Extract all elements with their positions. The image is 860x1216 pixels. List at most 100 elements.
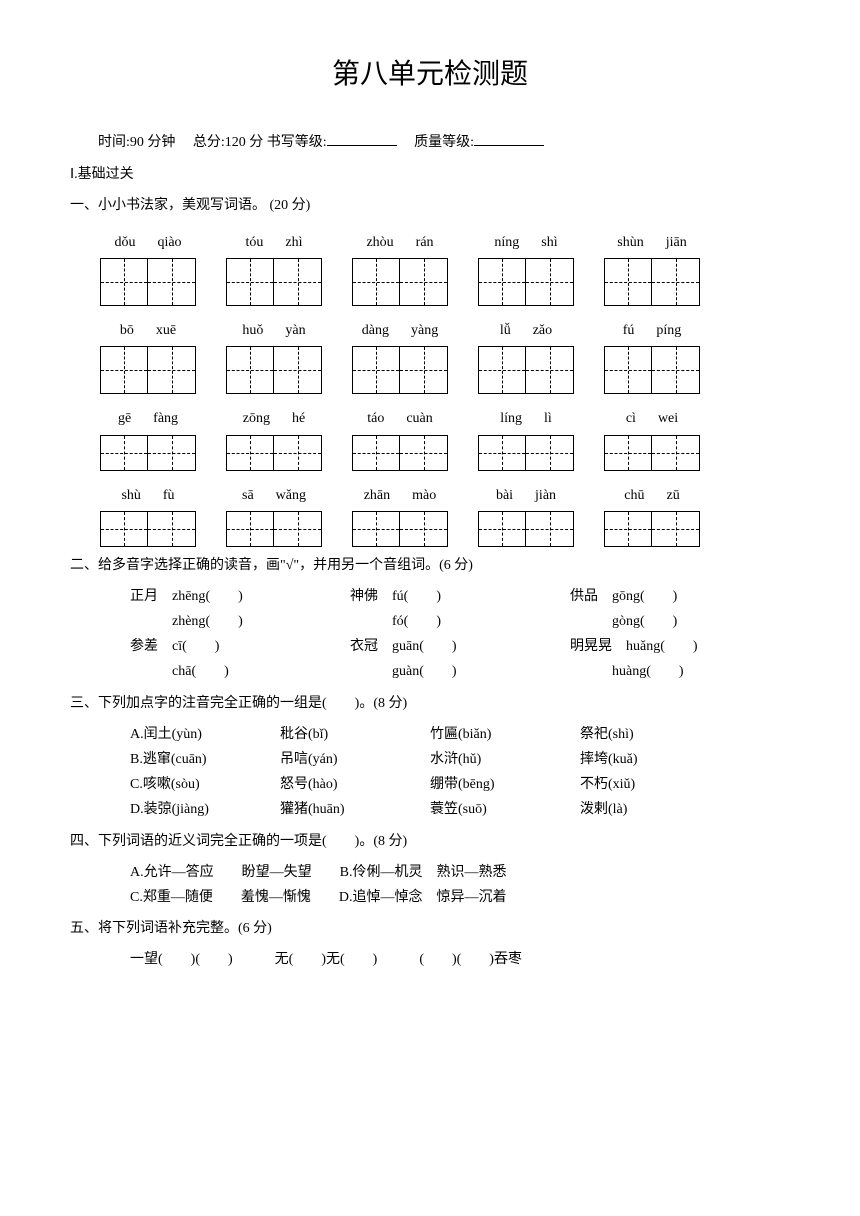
tianzige-box[interactable]	[604, 511, 700, 547]
q5-idiom[interactable]: ( )( )吞枣	[419, 947, 522, 972]
tianzige-box[interactable]	[352, 511, 448, 547]
pinyin-syllable: shì	[541, 230, 557, 255]
tianzige-box[interactable]	[100, 346, 196, 394]
q3-option[interactable]: 竹匾(biǎn)	[430, 722, 580, 747]
tianzige-box[interactable]	[352, 258, 448, 306]
q3-option[interactable]: 秕谷(bǐ)	[280, 722, 430, 747]
tianzige-cell[interactable]	[652, 435, 700, 471]
tianzige-cell[interactable]	[148, 511, 196, 547]
tianzige-cell[interactable]	[478, 511, 526, 547]
tianzige-box[interactable]	[226, 511, 322, 547]
tianzige-box[interactable]	[226, 258, 322, 306]
pinyin-text: shùfù	[121, 483, 174, 508]
pinyin-group: huǒyàn	[226, 318, 322, 394]
pinyin-syllable: cuàn	[406, 406, 432, 431]
q2-item: zhèng( )	[130, 609, 350, 634]
tianzige-cell[interactable]	[148, 258, 196, 306]
tianzige-cell[interactable]	[400, 435, 448, 471]
tianzige-cell[interactable]	[148, 346, 196, 394]
pinyin-group: fúpíng	[604, 318, 700, 394]
tianzige-cell[interactable]	[100, 511, 148, 547]
tianzige-cell[interactable]	[526, 258, 574, 306]
q3-option[interactable]: 怒号(hào)	[280, 772, 430, 797]
tianzige-cell[interactable]	[100, 258, 148, 306]
pinyin-text: huǒyàn	[242, 318, 305, 343]
tianzige-cell[interactable]	[604, 346, 652, 394]
tianzige-cell[interactable]	[604, 258, 652, 306]
tianzige-cell[interactable]	[478, 258, 526, 306]
tianzige-cell[interactable]	[274, 346, 322, 394]
tianzige-box[interactable]	[478, 258, 574, 306]
tianzige-cell[interactable]	[400, 346, 448, 394]
tianzige-box[interactable]	[352, 346, 448, 394]
tianzige-box[interactable]	[478, 346, 574, 394]
tianzige-cell[interactable]	[352, 511, 400, 547]
q3-option[interactable]: 獾猪(huān)	[280, 797, 430, 822]
q5-idiom[interactable]: 无( )无( )	[275, 947, 420, 972]
q3-option[interactable]: 泼剌(là)	[580, 797, 730, 822]
tianzige-cell[interactable]	[478, 435, 526, 471]
tianzige-box[interactable]	[226, 435, 322, 471]
writing-blank[interactable]	[327, 131, 397, 146]
pinyin-syllable: zǎo	[533, 318, 552, 343]
q3-option[interactable]: 吊唁(yán)	[280, 747, 430, 772]
q4-option-line[interactable]: A.允许—答应 盼望—失望 B.伶俐—机灵 熟识—熟悉	[130, 860, 790, 885]
q3-option[interactable]: 绷带(bēng)	[430, 772, 580, 797]
tianzige-cell[interactable]	[352, 346, 400, 394]
q3-option[interactable]: 祭祀(shì)	[580, 722, 730, 747]
tianzige-box[interactable]	[352, 435, 448, 471]
q3-option[interactable]: A.闰土(yùn)	[130, 722, 280, 747]
tianzige-box[interactable]	[604, 258, 700, 306]
q4-option-line[interactable]: C.郑重—随便 羞愧—惭愧 D.追悼—悼念 惊异—沉着	[130, 885, 790, 910]
tianzige-box[interactable]	[604, 435, 700, 471]
q3-option[interactable]: B.逃窜(cuān)	[130, 747, 280, 772]
tianzige-cell[interactable]	[526, 435, 574, 471]
tianzige-cell[interactable]	[100, 435, 148, 471]
tianzige-cell[interactable]	[352, 435, 400, 471]
q3-option[interactable]: 不朽(xiǔ)	[580, 772, 730, 797]
tianzige-box[interactable]	[604, 346, 700, 394]
q5-idiom[interactable]: 一望( )( )	[130, 947, 275, 972]
tianzige-box[interactable]	[100, 435, 196, 471]
tianzige-cell[interactable]	[226, 435, 274, 471]
tianzige-cell[interactable]	[352, 258, 400, 306]
tianzige-cell[interactable]	[100, 346, 148, 394]
tianzige-cell[interactable]	[148, 435, 196, 471]
tianzige-cell[interactable]	[604, 435, 652, 471]
q3-option[interactable]: 摔垮(kuǎ)	[580, 747, 730, 772]
q3-option[interactable]: C.咳嗽(sòu)	[130, 772, 280, 797]
tianzige-cell[interactable]	[604, 511, 652, 547]
tianzige-cell[interactable]	[226, 258, 274, 306]
tianzige-cell[interactable]	[274, 511, 322, 547]
tianzige-box[interactable]	[478, 435, 574, 471]
tianzige-cell[interactable]	[226, 346, 274, 394]
tianzige-cell[interactable]	[274, 258, 322, 306]
tianzige-cell[interactable]	[274, 435, 322, 471]
pinyin-text: bōxuē	[120, 318, 176, 343]
tianzige-cell[interactable]	[478, 346, 526, 394]
pinyin-syllable: lǚ	[500, 318, 511, 343]
pinyin-group: zhòurán	[352, 230, 448, 306]
q3-option[interactable]: 水浒(hǔ)	[430, 747, 580, 772]
tianzige-cell[interactable]	[226, 511, 274, 547]
tianzige-box[interactable]	[478, 511, 574, 547]
tianzige-cell[interactable]	[400, 511, 448, 547]
tianzige-box[interactable]	[100, 258, 196, 306]
q3-option[interactable]: D.装弶(jiàng)	[130, 797, 280, 822]
tianzige-box[interactable]	[100, 511, 196, 547]
tianzige-cell[interactable]	[652, 346, 700, 394]
pinyin-group: dǒuqiào	[100, 230, 196, 306]
tianzige-cell[interactable]	[652, 258, 700, 306]
quality-blank[interactable]	[474, 131, 544, 146]
tianzige-box[interactable]	[226, 346, 322, 394]
pinyin-text: dǒuqiào	[114, 230, 181, 255]
tianzige-cell[interactable]	[526, 511, 574, 547]
pinyin-syllable: wei	[658, 406, 678, 431]
tianzige-cell[interactable]	[526, 346, 574, 394]
q5-title: 五、将下列词语补充完整。(6 分)	[70, 916, 790, 941]
pinyin-syllable: zū	[667, 483, 680, 508]
tianzige-cell[interactable]	[652, 511, 700, 547]
q3-option[interactable]: 蓑笠(suō)	[430, 797, 580, 822]
tianzige-cell[interactable]	[400, 258, 448, 306]
q2-row: chā( ) guàn( ) huàng( )	[130, 659, 790, 684]
